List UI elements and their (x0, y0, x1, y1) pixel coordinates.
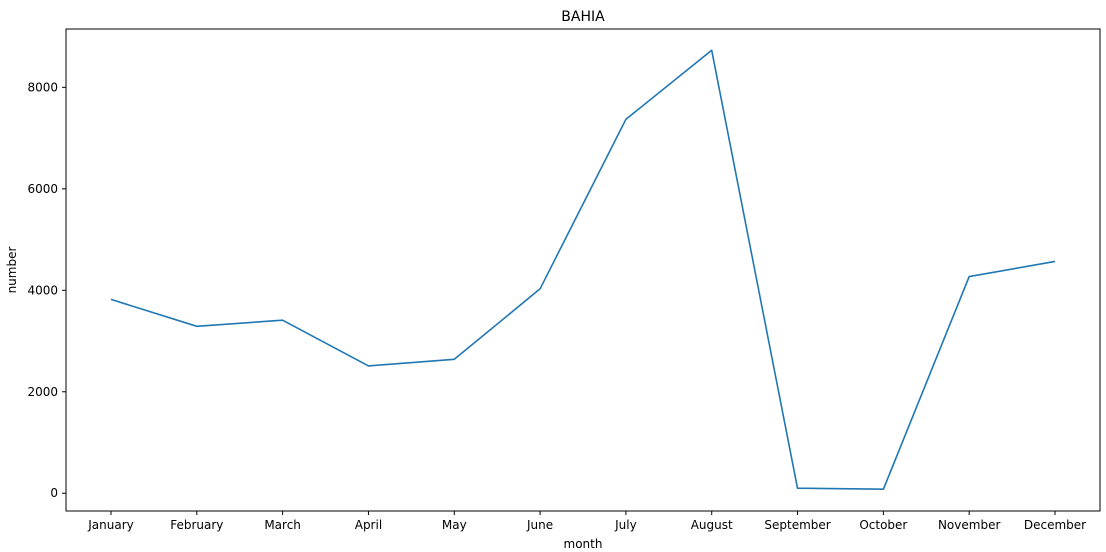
y-axis-label: number (5, 247, 19, 294)
series-line (110, 49, 1056, 491)
x-axis-label: month (564, 537, 603, 551)
x-tick-label: May (442, 518, 467, 532)
x-tick-label: March (264, 518, 301, 532)
y-tick-label: 6000 (27, 182, 58, 196)
x-tick-label: June (526, 518, 553, 532)
chart-title: BAHIA (561, 9, 605, 25)
y-tick-label: 4000 (27, 283, 58, 297)
y-tick-label: 0 (50, 486, 58, 500)
x-tick-label: September (764, 518, 830, 532)
x-tick-label: January (87, 518, 134, 532)
plot-area-frame (65, 28, 1101, 512)
x-tick-label: April (355, 518, 382, 532)
x-tick-label: August (691, 518, 733, 532)
x-tick-label: October (859, 518, 907, 532)
y-axis: 0 2000 4000 6000 8000 (27, 80, 66, 500)
x-tick-label: November (938, 518, 1000, 532)
x-tick-label: July (614, 518, 637, 532)
x-axis: January February March April May June July Augu… (87, 511, 1086, 532)
x-tick-label: December (1024, 518, 1086, 532)
plot-series (110, 49, 1056, 491)
y-tick-label: 8000 (27, 80, 58, 94)
y-tick-label: 2000 (27, 385, 58, 399)
x-tick-label: February (170, 518, 223, 532)
